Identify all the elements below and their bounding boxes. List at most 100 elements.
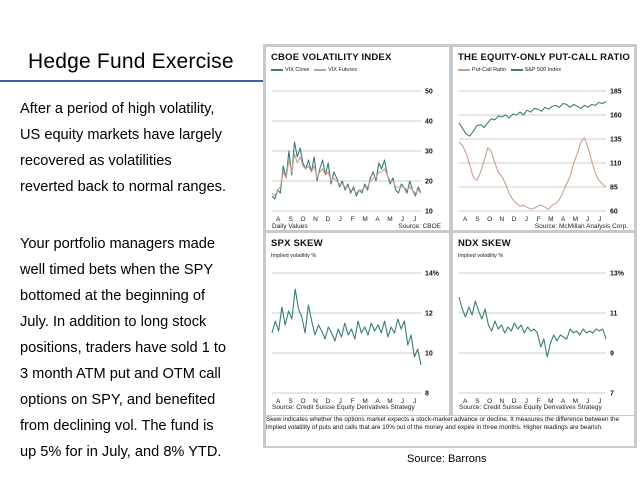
vix-title: CBOE VOLATILITY INDEX (271, 52, 392, 63)
x-tick-label: F (537, 398, 541, 405)
series-line-ndx-skew (458, 296, 607, 358)
putcall-panel: THE EQUITY-ONLY PUT-CALL RATIO Put-Call … (453, 47, 634, 230)
series-line-put-call-ratio (458, 137, 607, 210)
y-tick-label: 12 (425, 311, 433, 318)
vix-panel: CBOE VOLATILITY INDEX VIX Close VIX Futu… (266, 47, 449, 230)
x-tick-label: M (387, 398, 392, 405)
putcall-legend-sp500: S&P 500 Index (524, 67, 562, 73)
x-tick-label: A (276, 398, 281, 405)
scenario-paragraph: Your portfolio managers made well timed … (20, 236, 227, 460)
x-tick-label: N (500, 398, 505, 405)
y-tick-label: 11 (610, 311, 618, 318)
putcall-title: THE EQUITY-ONLY PUT-CALL RATIO (458, 52, 630, 63)
x-tick-label: J (598, 216, 601, 223)
x-tick-label: J (401, 216, 404, 223)
x-tick-label: A (276, 216, 281, 223)
y-tick-label: 50 (425, 89, 433, 96)
series-line-vix-close (271, 141, 422, 200)
title-underline (0, 80, 264, 82)
x-tick-label: S (288, 216, 293, 223)
x-tick-label: A (375, 398, 380, 405)
x-tick-label: J (413, 398, 416, 405)
vix-footer-left: Daily Values (272, 223, 308, 230)
x-tick-label: S (288, 398, 293, 405)
x-tick-label: M (387, 216, 392, 223)
spx-skew-subtitle: Implied volatility % (271, 253, 317, 259)
y-tick-label: 40 (425, 119, 433, 126)
x-tick-label: M (548, 216, 553, 223)
ndx-skew-source: Source: Credit Suisse Equity Derivatives… (459, 404, 602, 411)
vix-close-swatch (271, 68, 283, 71)
x-tick-label: A (463, 216, 468, 223)
ndx-skew-title: NDX SKEW (458, 238, 511, 249)
y-tick-label: 160 (610, 113, 622, 120)
y-tick-label: 13% (610, 271, 625, 278)
y-tick-label: 60 (610, 209, 618, 216)
x-tick-label: A (375, 216, 380, 223)
x-tick-label: O (301, 398, 306, 405)
y-tick-label: 9 (610, 351, 614, 358)
x-tick-label: J (598, 398, 601, 405)
vix-futures-swatch (314, 68, 327, 71)
x-tick-label: M (573, 216, 578, 223)
skew-explanation-note: Skew indicates whether the options marke… (266, 416, 634, 446)
x-tick-label: J (525, 398, 528, 405)
x-tick-label: M (362, 398, 367, 405)
vix-legend-futures: VIX Futures (328, 67, 358, 73)
barrons-source: Source: Barrons (407, 453, 487, 465)
y-tick-label: 14% (425, 271, 440, 278)
x-tick-label: A (463, 398, 468, 405)
x-tick-label: D (326, 398, 331, 405)
x-tick-label: M (362, 216, 367, 223)
ndx-skew-subtitle: Implied volatility % (458, 253, 504, 259)
x-tick-label: J (401, 398, 404, 405)
putcall-ratio-swatch (458, 68, 470, 71)
x-tick-label: O (487, 216, 492, 223)
series-line-vix-futures (271, 153, 422, 197)
x-tick-label: S (475, 216, 480, 223)
x-tick-label: D (326, 216, 331, 223)
putcall-legend: Put-Call Ratio S&P 500 Index (458, 67, 561, 73)
x-tick-label: J (339, 216, 342, 223)
series-line-spx-skew (271, 288, 422, 366)
sp500-swatch (510, 68, 523, 71)
x-tick-label: O (301, 216, 306, 223)
spx-skew-source: Source: Credit Suisse Equity Derivatives… (272, 404, 415, 411)
vix-legend: VIX Close VIX Futures (271, 67, 357, 73)
y-tick-label: 7 (610, 391, 614, 398)
spx-skew-panel: SPX SKEW Implied volatility % 14% 12 10 8 A S… (266, 233, 449, 415)
x-tick-label: N (313, 398, 318, 405)
y-tick-label: 20 (425, 179, 433, 186)
y-tick-label: 8 (425, 391, 429, 398)
x-tick-label: F (537, 216, 541, 223)
vix-source: Source: CBOE (398, 223, 441, 230)
ndx-skew-panel: NDX SKEW Implied volatility % 13% 11 9 7 A S O… (453, 233, 634, 415)
x-tick-label: J (586, 398, 589, 405)
x-tick-label: O (487, 398, 492, 405)
y-tick-label: 10 (425, 209, 433, 216)
x-tick-label: N (313, 216, 318, 223)
intro-paragraph: After a period of high volatility, US eq… (20, 101, 227, 195)
x-tick-label: J (413, 216, 416, 223)
x-tick-label: J (339, 398, 342, 405)
y-tick-label: 110 (610, 161, 621, 168)
y-tick-label: 30 (425, 149, 433, 156)
x-tick-label: F (351, 398, 355, 405)
x-tick-label: N (500, 216, 505, 223)
y-tick-label: 85 (610, 185, 618, 192)
x-tick-label: J (525, 216, 528, 223)
spx-skew-title: SPX SKEW (271, 238, 323, 249)
x-tick-label: D (512, 398, 517, 405)
barrons-chart-figure: CBOE VOLATILITY INDEX VIX Close VIX Futu… (263, 44, 637, 448)
x-tick-label: M (573, 398, 578, 405)
x-tick-label: M (548, 398, 553, 405)
y-tick-label: 185 (610, 89, 622, 96)
vix-legend-close: VIX Close (285, 67, 310, 73)
x-tick-label: S (475, 398, 480, 405)
series-line-s-p-500-index (458, 101, 607, 137)
x-tick-label: A (561, 216, 566, 223)
